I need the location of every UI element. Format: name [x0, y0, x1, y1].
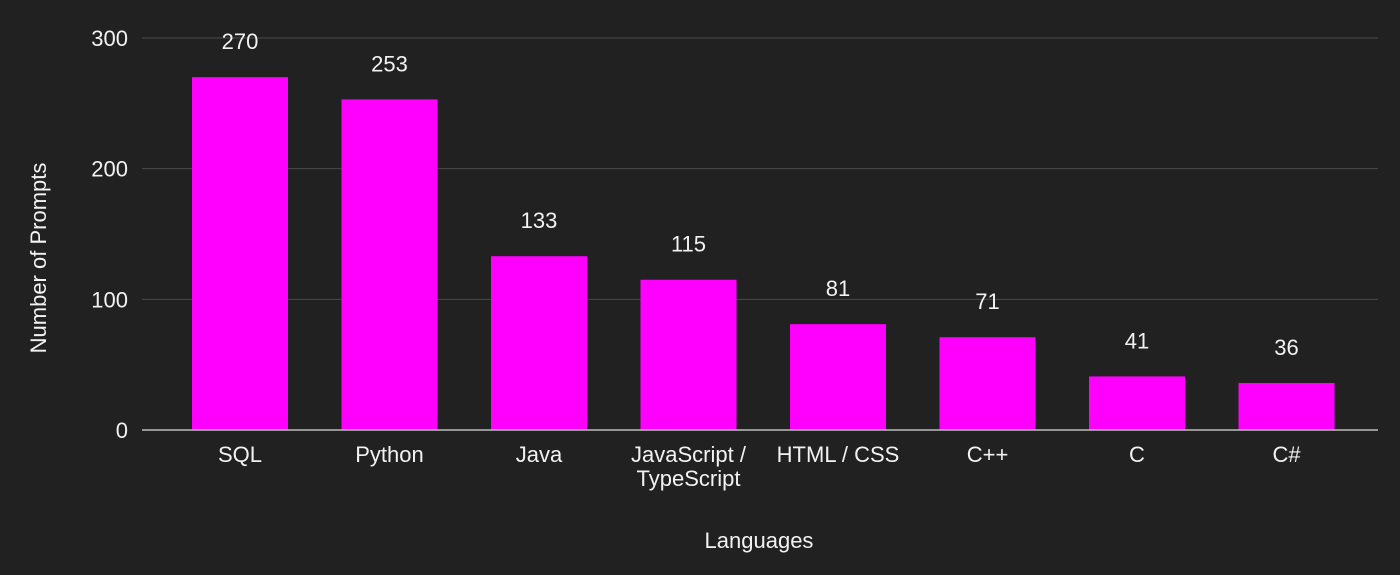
- bar: [1089, 376, 1185, 430]
- x-tick-label: C: [1129, 442, 1145, 467]
- y-tick-label: 0: [116, 418, 128, 443]
- bars: [192, 77, 1335, 430]
- data-label: 36: [1274, 335, 1298, 360]
- bar: [640, 279, 737, 430]
- data-label: 270: [222, 29, 259, 54]
- y-axis-title: Number of Prompts: [26, 163, 51, 354]
- bar: [939, 337, 1036, 430]
- y-tick-label: 200: [91, 157, 128, 182]
- x-tick-label: C++: [967, 442, 1009, 467]
- x-tick-label: TypeScript: [637, 466, 741, 491]
- y-tick-label: 100: [91, 287, 128, 312]
- data-label: 253: [371, 51, 408, 76]
- x-tick-label: HTML / CSS: [777, 442, 900, 467]
- data-label: 133: [521, 208, 558, 233]
- x-tick-label: C#: [1272, 442, 1301, 467]
- y-tick-label: 300: [91, 26, 128, 51]
- x-tick-label: Python: [355, 442, 424, 467]
- bar: [1238, 382, 1335, 430]
- data-label: 115: [671, 232, 706, 257]
- labels: 0 100 200 300 270 SQL 253 Python 133 Java 115 JavaS…: [91, 26, 1301, 491]
- x-tick-label: SQL: [218, 442, 262, 467]
- data-label: 81: [826, 276, 850, 301]
- data-label: 71: [975, 289, 999, 314]
- x-tick-label: JavaScript /: [631, 442, 747, 467]
- x-axis-title: Languages: [705, 528, 814, 553]
- bar: [341, 99, 438, 430]
- bar: [790, 324, 886, 430]
- x-tick-label: Java: [516, 442, 563, 467]
- data-label: 41: [1125, 328, 1149, 353]
- bar: [491, 256, 587, 430]
- bar: [192, 77, 288, 430]
